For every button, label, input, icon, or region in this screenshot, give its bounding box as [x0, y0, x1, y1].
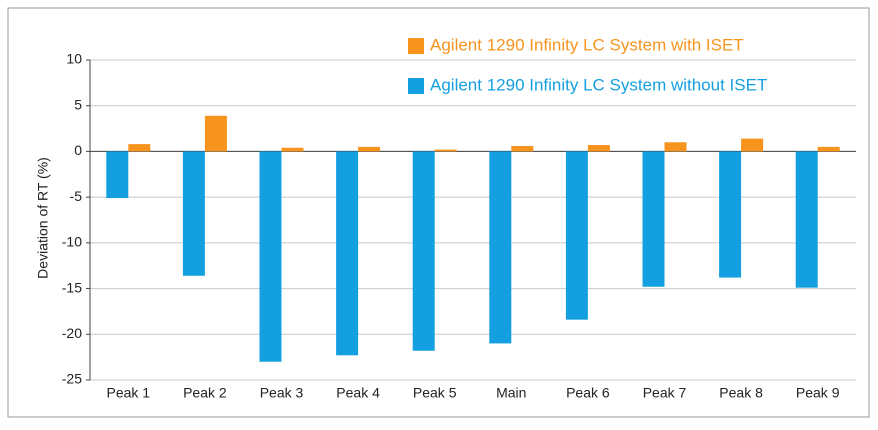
bar [741, 138, 764, 152]
bar [587, 145, 610, 152]
x-tick-label: Peak 4 [336, 385, 380, 401]
x-tick-label: Main [496, 385, 526, 401]
bar [489, 151, 512, 344]
x-tick-label: Peak 3 [260, 385, 304, 401]
bar [204, 115, 227, 152]
y-tick-label: 0 [74, 142, 82, 158]
bar [565, 151, 588, 320]
bar [358, 146, 381, 152]
legend-text: Agilent 1290 Infinity LC System with ISE… [430, 35, 744, 54]
bar [182, 151, 205, 276]
bar [106, 151, 129, 199]
x-tick-label: Peak 9 [796, 385, 840, 401]
legend-text: Agilent 1290 Infinity LC System without … [430, 75, 767, 94]
y-tick-label: -25 [62, 371, 82, 387]
y-tick-label: 5 [74, 96, 82, 112]
x-tick-label: Peak 7 [643, 385, 687, 401]
bar [642, 151, 665, 287]
x-tick-label: Peak 5 [413, 385, 457, 401]
legend-swatch [408, 78, 424, 94]
bar [664, 142, 687, 152]
bar [259, 151, 282, 362]
bar [795, 151, 818, 288]
bar [511, 145, 534, 152]
x-tick-label: Peak 1 [107, 385, 151, 401]
bar [817, 146, 840, 152]
bar [128, 144, 151, 152]
bar [336, 151, 359, 356]
bar [719, 151, 742, 278]
x-tick-label: Peak 8 [719, 385, 763, 401]
y-tick-label: -10 [62, 234, 82, 250]
y-tick-label: 10 [66, 51, 82, 67]
y-tick-label: -15 [62, 279, 82, 295]
legend-swatch [408, 38, 424, 54]
x-tick-label: Peak 2 [183, 385, 227, 401]
bar [412, 151, 435, 351]
x-tick-label: Peak 6 [566, 385, 610, 401]
y-tick-label: -5 [70, 188, 83, 204]
bar [434, 149, 457, 152]
bar [281, 147, 304, 152]
chart-frame [7, 7, 870, 418]
y-axis-label: Deviation of RT (%) [35, 157, 51, 279]
y-tick-label: -20 [62, 325, 82, 341]
